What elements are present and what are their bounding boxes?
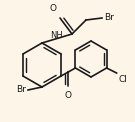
Text: Br: Br bbox=[104, 12, 114, 21]
Text: O: O bbox=[65, 91, 72, 100]
Text: Cl: Cl bbox=[119, 75, 127, 84]
Text: O: O bbox=[50, 4, 57, 13]
Text: Br: Br bbox=[16, 86, 26, 95]
Text: NH: NH bbox=[50, 31, 63, 40]
